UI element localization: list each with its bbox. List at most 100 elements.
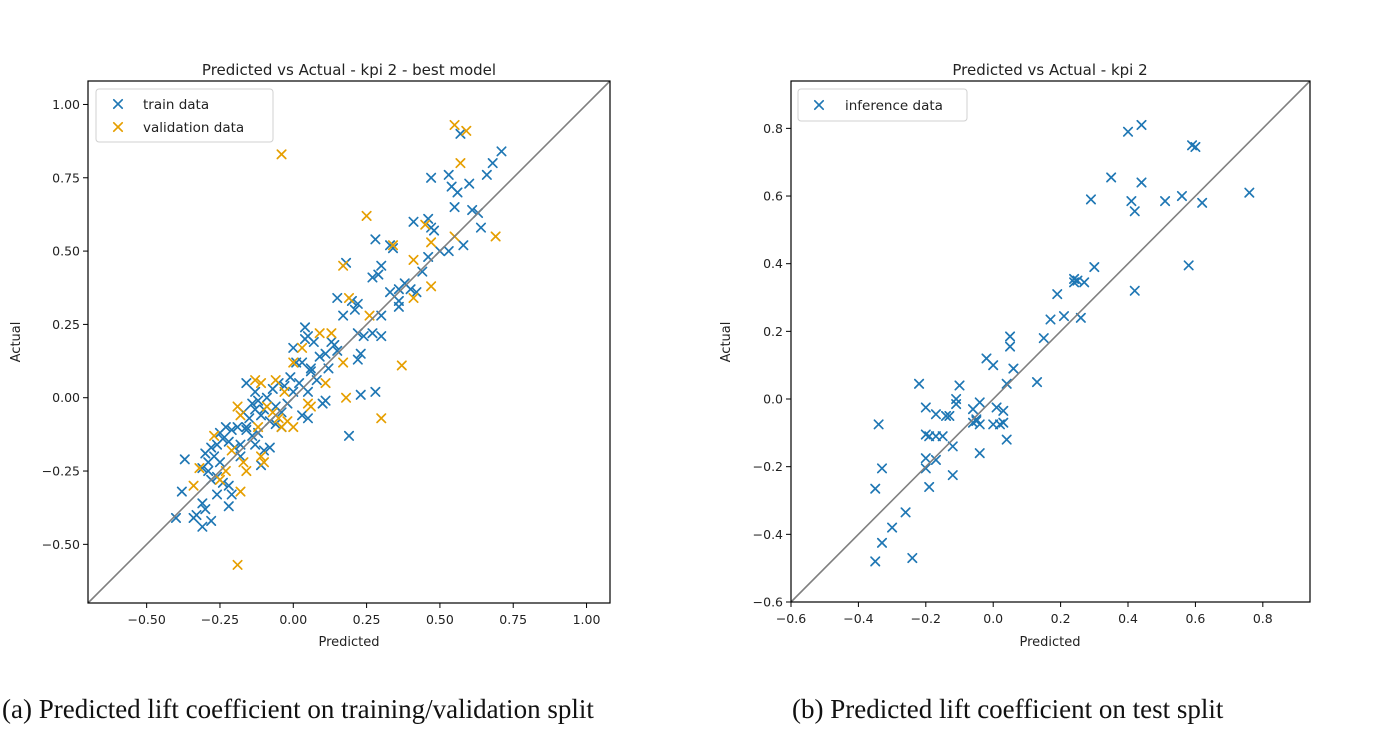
data-point (226, 445, 237, 456)
data-point (998, 405, 1009, 416)
data-point (255, 451, 267, 462)
data-point (967, 404, 979, 415)
data-point (393, 295, 404, 306)
data-point (209, 430, 220, 441)
data-point (370, 234, 381, 245)
data-point (197, 463, 208, 474)
data-point (1136, 177, 1147, 188)
data-point (387, 240, 399, 251)
data-point (1069, 277, 1080, 288)
y-tick-label: −0.50 (42, 537, 80, 552)
data-point (370, 386, 381, 397)
data-point (320, 348, 331, 359)
data-point (261, 392, 272, 403)
data-point (951, 399, 962, 410)
chart-b-y-axis-label: Actual (719, 322, 734, 363)
data-point (341, 392, 352, 403)
data-point (170, 512, 182, 524)
chart-a-y-axis-label: Actual (9, 322, 24, 363)
legend-label-train: train data (143, 97, 209, 113)
data-point (937, 431, 948, 442)
y-tick-label: 0.75 (52, 170, 80, 185)
data-point (299, 322, 311, 333)
data-point (214, 474, 226, 485)
data-point (349, 304, 360, 315)
data-point (197, 498, 208, 509)
data-point (947, 441, 958, 452)
data-point (930, 409, 941, 420)
data-point (176, 486, 187, 497)
data-point (355, 348, 366, 359)
data-point (490, 231, 501, 242)
data-point (250, 439, 261, 450)
y-tick-label: 0.50 (52, 244, 80, 259)
legend-marker-inference (813, 99, 825, 111)
data-point (870, 556, 881, 567)
data-point (1129, 206, 1140, 217)
data-point (332, 292, 343, 304)
data-point (226, 489, 237, 500)
data-point (998, 417, 1009, 428)
data-point (954, 380, 965, 391)
data-point (408, 216, 419, 227)
data-point (179, 454, 190, 465)
data-point (358, 331, 369, 342)
data-point (1045, 314, 1056, 325)
data-point (426, 281, 437, 292)
data-point (253, 395, 264, 406)
y-tick-label: −0.25 (42, 464, 80, 479)
data-point (241, 465, 252, 477)
chart-a-x-ticks: −0.50 −0.25 0.00 0.25 0.50 0.75 1.00 (127, 603, 600, 627)
data-point (974, 419, 985, 430)
data-point (449, 202, 460, 213)
chart-b-axes-frame (790, 80, 1311, 603)
data-point (455, 158, 466, 169)
legend-marker-train (112, 98, 124, 110)
data-point (876, 537, 888, 548)
data-point (907, 552, 918, 564)
data-point (329, 339, 340, 350)
data-point (1122, 126, 1134, 137)
data-point (294, 378, 305, 389)
data-point (332, 345, 343, 356)
chart-a-title: Predicted vs Actual - kpi 2 - best model (202, 61, 496, 79)
y-tick-label: 0.2 (763, 324, 783, 339)
chart-a-legend-box (95, 88, 274, 143)
caption-a: (a) Predicted lift coefficient on traini… (2, 694, 594, 724)
data-point (326, 328, 337, 339)
data-point (302, 413, 313, 424)
data-point (314, 351, 325, 362)
chart-a-axes-frame (87, 80, 611, 604)
chart-a-points (170, 119, 507, 570)
x-tick-label: 0.25 (353, 612, 381, 627)
data-point (1129, 285, 1140, 296)
data-point (1075, 312, 1086, 323)
data-point (1244, 187, 1255, 198)
data-point (376, 260, 387, 271)
y-tick-label: 0.0 (763, 392, 783, 407)
data-point (226, 424, 237, 436)
data-point (270, 419, 281, 430)
data-point (255, 378, 267, 389)
data-point (1085, 194, 1096, 205)
x-tick-label: 1.00 (573, 612, 601, 627)
y-tick-label: −0.4 (753, 527, 783, 542)
data-point (408, 292, 419, 304)
data-point (1176, 190, 1187, 202)
data-point (320, 395, 331, 406)
data-point (223, 501, 234, 512)
data-point (428, 225, 440, 236)
chart-b-legend-box (797, 88, 968, 122)
data-point (270, 375, 281, 386)
chart-a-legend: train data validation data (95, 88, 274, 143)
data-point (452, 187, 463, 198)
chart-b-identity-line (790, 80, 1311, 603)
data-point (887, 522, 898, 533)
panel-a-train-validation: Predicted vs Actual - kpi 2 - best model… (9, 61, 611, 650)
data-point (343, 292, 355, 304)
data-point (467, 204, 478, 216)
data-point (188, 512, 199, 524)
data-point (1197, 197, 1208, 208)
data-point (1160, 196, 1171, 207)
data-point (1005, 341, 1016, 352)
